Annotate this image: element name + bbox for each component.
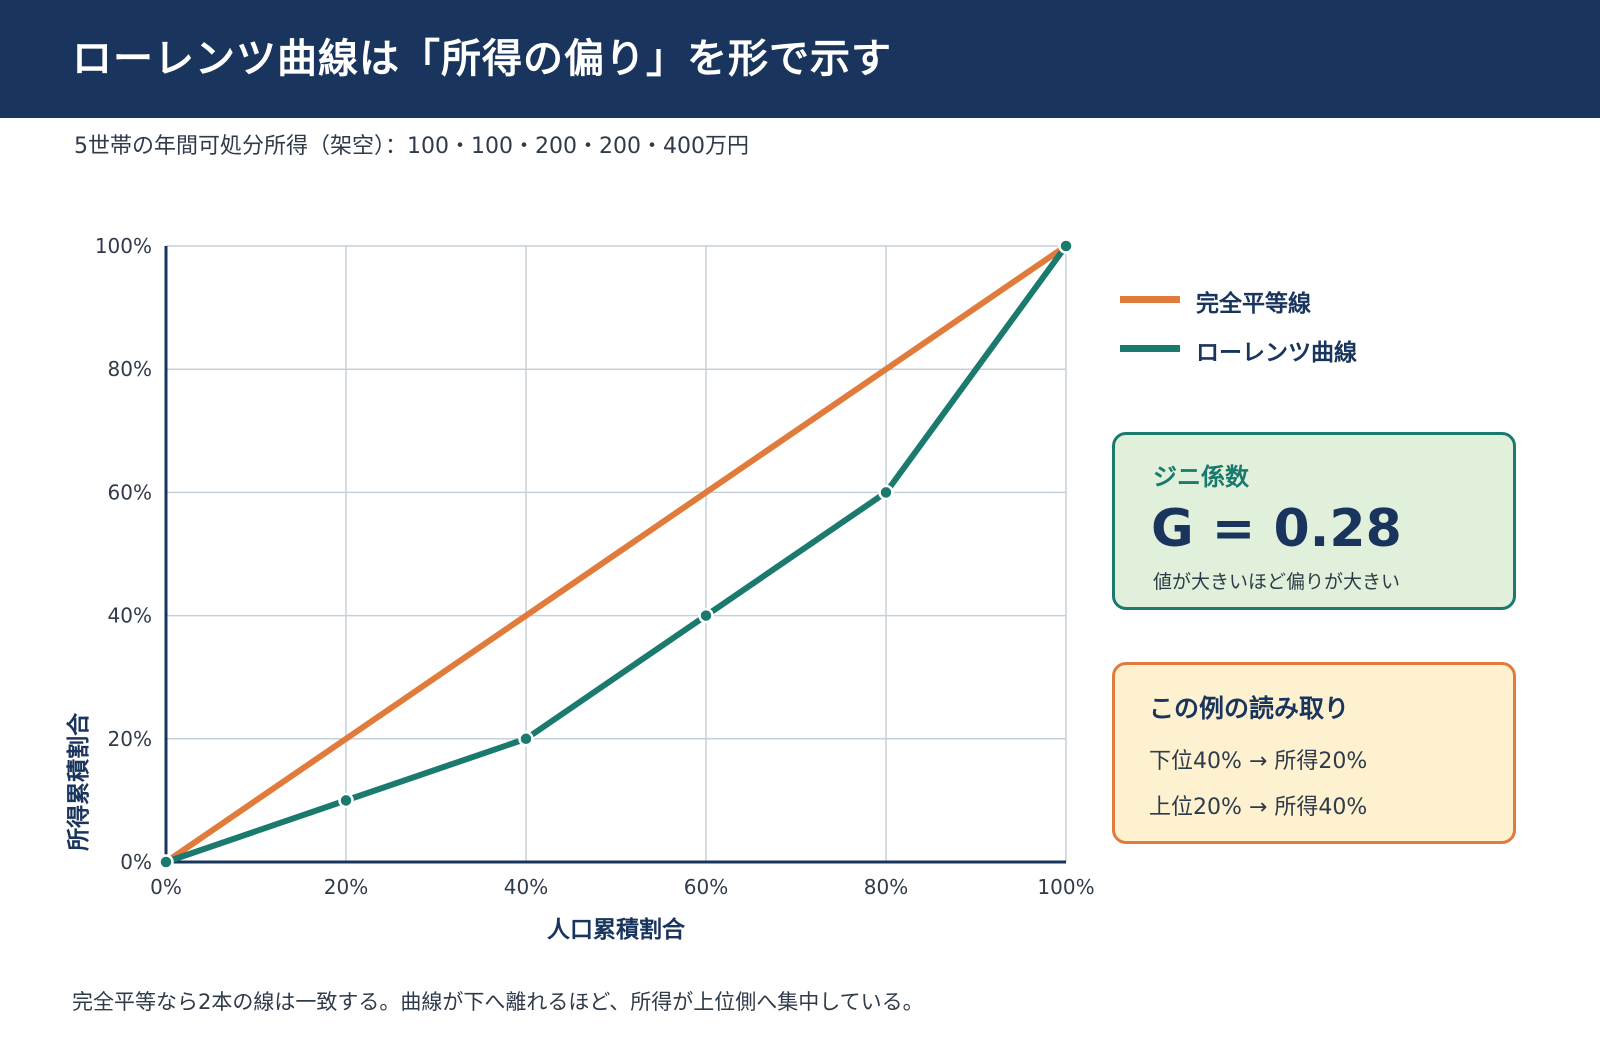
x-axis-title: 人口累積割合 (547, 916, 686, 943)
gini-value: G = 0.28 (1151, 499, 1402, 559)
y-tick-label: 80% (108, 357, 152, 381)
reading-title: この例の読み取り (1149, 694, 1350, 723)
legend-swatch-lorenz (1120, 345, 1180, 352)
data-point (878, 484, 894, 501)
x-tick-label: 20% (324, 875, 368, 899)
gini-title: ジニ係数 (1153, 463, 1249, 491)
y-tick-label: 100% (95, 234, 152, 258)
legend-item-lorenz: ローレンツ曲線 (1120, 329, 1480, 369)
gini-card: ジニ係数 G = 0.28 値が大きいほど偏りが大きい (1112, 432, 1516, 610)
y-axis-title: 所得累積割合 (65, 712, 92, 851)
reading-line-upper: 上位20% → 所得40% (1149, 795, 1368, 820)
data-point (158, 854, 174, 870)
page-subtitle: 5世帯の年間可処分所得（架空）：100・100・200・200・400万円 (74, 134, 749, 159)
series-line-equality (163, 243, 1069, 865)
data-point (1058, 238, 1074, 254)
legend-label-equality: 完全平等線 (1196, 291, 1311, 317)
y-tick-label: 0% (120, 850, 152, 874)
legend-item-equality: 完全平等線 (1120, 280, 1480, 320)
gini-note: 値が大きいほど偏りが大きい (1153, 571, 1401, 593)
y-tick-label: 40% (108, 604, 152, 628)
x-tick-label: 40% (504, 875, 548, 899)
data-point (698, 607, 714, 624)
data-point (338, 792, 354, 809)
data-point (518, 731, 534, 747)
x-tick-label: 0% (150, 875, 182, 899)
reading-line-lower: 下位40% → 所得20% (1149, 749, 1368, 774)
x-tick-label: 80% (864, 875, 908, 899)
y-tick-label: 20% (108, 727, 152, 751)
x-tick-label: 60% (684, 875, 728, 899)
y-tick-label: 60% (108, 480, 152, 504)
legend-label-lorenz: ローレンツ曲線 (1196, 340, 1357, 366)
footnote: 完全平等なら2本の線は一致する。曲線が下へ離れるほど、所得が上位側へ集中している… (72, 990, 924, 1014)
page-title: ローレンツ曲線は「所得の偏り」を形で示す (72, 36, 892, 82)
x-tick-label: 100% (1037, 875, 1094, 899)
legend-swatch-equality (1120, 296, 1180, 303)
reading-card: この例の読み取り 下位40% → 所得20% 上位20% → 所得40% (1112, 662, 1516, 844)
series-line-lorenz (163, 243, 1069, 865)
header-bar: ローレンツ曲線は「所得の偏り」を形で示す (0, 0, 1600, 118)
